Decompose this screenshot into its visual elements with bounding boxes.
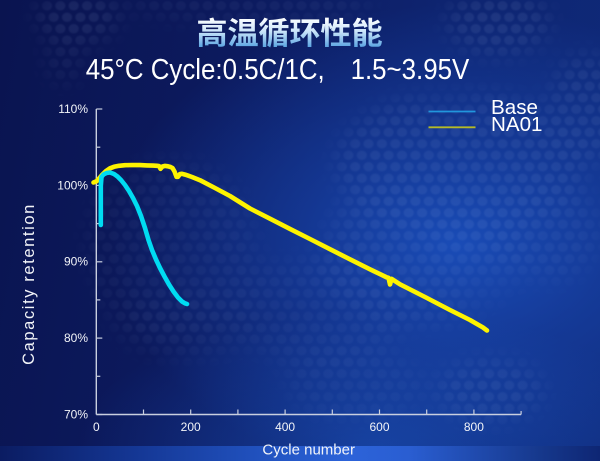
svg-text:70%: 70% [64,407,88,421]
svg-text:200: 200 [181,420,201,434]
svg-text:Cycle number: Cycle number [262,441,355,458]
svg-text:400: 400 [275,420,295,434]
svg-text:600: 600 [369,420,389,434]
svg-text:80%: 80% [64,331,88,345]
svg-text:Capacity retention: Capacity retention [20,203,38,365]
svg-text:100%: 100% [57,178,88,192]
svg-text:800: 800 [464,420,484,434]
svg-text:110%: 110% [58,102,88,116]
svg-text:0: 0 [93,420,100,434]
svg-text:90%: 90% [64,255,88,269]
